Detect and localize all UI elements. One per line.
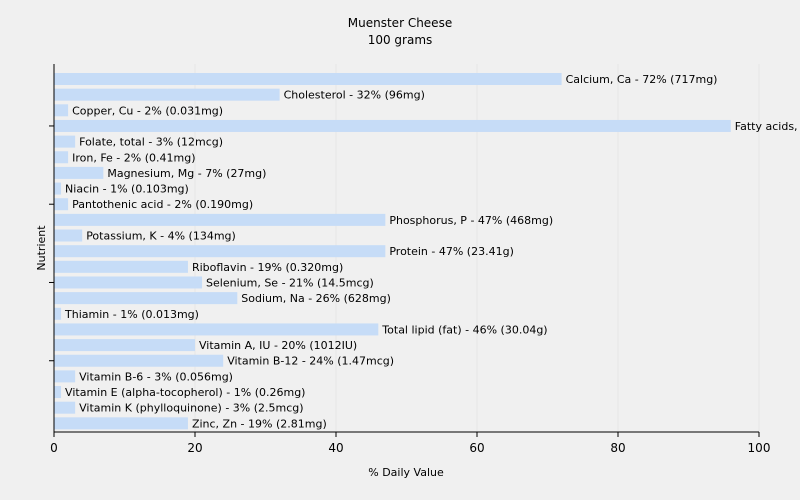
bar-label: Cholesterol - 32% (96mg) [284,89,425,102]
bar [54,151,69,164]
bar-label: Potassium, K - 4% (134mg) [86,230,236,243]
bar [54,119,731,132]
bar-label: Total lipid (fat) - 46% (30.04g) [381,323,547,336]
x-tick-label: 40 [328,441,343,455]
bar [54,88,280,101]
bar-label: Calcium, Ca - 72% (717mg) [566,73,718,86]
bar [54,307,62,320]
bar [54,417,188,430]
bar-labels: Calcium, Ca - 72% (717mg) Cholesterol - 3… [64,73,800,430]
bar [54,354,224,367]
bar [54,401,76,414]
bar [54,370,76,383]
bar-label: Vitamin A, IU - 20% (1012IU) [199,339,357,352]
bar-label: Magnesium, Mg - 7% (27mg) [107,167,266,180]
bar-label: Niacin - 1% (0.103mg) [65,183,189,196]
bar [54,260,188,273]
x-tick-label: 20 [187,441,202,455]
chart-subtitle: 100 grams [368,33,433,47]
x-tick-label: 80 [610,441,625,455]
bar-label: Protein - 47% (23.41g) [389,245,514,258]
bar-label: Riboflavin - 19% (0.320mg) [192,261,343,274]
chart-title: Muenster Cheese [348,16,452,30]
bar [54,292,238,305]
bar-label: Phosphorus, P - 47% (468mg) [389,214,553,227]
y-axis-title: Nutrient [35,225,48,271]
bar [54,245,386,258]
bar [54,213,386,226]
bar-label: Copper, Cu - 2% (0.031mg) [72,104,223,117]
bar-label: Iron, Fe - 2% (0.41mg) [72,151,195,164]
bar-label: Fatty acids, total saturated - 96% (19.1… [735,120,800,133]
x-tick-label: 60 [469,441,484,455]
bar-label: Selenium, Se - 21% (14.5mcg) [206,276,374,289]
bar-label: Sodium, Na - 26% (628mg) [241,292,391,305]
bar [54,135,76,148]
bar [54,166,104,179]
bar-label: Folate, total - 3% (12mcg) [79,136,223,149]
bar-label: Vitamin B-12 - 24% (1.47mcg) [227,355,394,368]
bars [54,73,731,430]
bar-label: Vitamin K (phylloquinone) - 3% (2.5mcg) [79,402,303,415]
x-axis-title: % Daily Value [368,466,444,479]
bar [54,182,62,195]
bar-label: Vitamin E (alpha-tocopherol) - 1% (0.26m… [65,386,305,399]
bar [54,339,195,352]
bar-label: Pantothenic acid - 2% (0.190mg) [72,198,253,211]
x-tick-label: 100 [748,441,771,455]
bar-label: Zinc, Zn - 19% (2.81mg) [192,417,327,430]
bar-label: Thiamin - 1% (0.013mg) [64,308,199,321]
bar [54,229,83,242]
axes: 0 20 40 60 80 100 [49,64,770,455]
bar [54,276,203,289]
bar [54,386,62,399]
bar [54,198,69,211]
bar [54,73,562,85]
x-tick-label: 0 [50,441,58,455]
bar-label: Vitamin B-6 - 3% (0.056mg) [79,370,233,383]
bar [54,104,69,117]
bar [54,323,379,336]
